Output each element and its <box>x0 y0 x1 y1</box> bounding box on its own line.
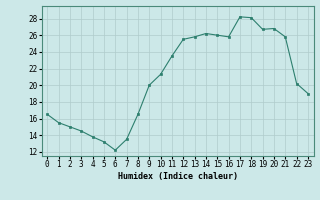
X-axis label: Humidex (Indice chaleur): Humidex (Indice chaleur) <box>118 172 237 181</box>
